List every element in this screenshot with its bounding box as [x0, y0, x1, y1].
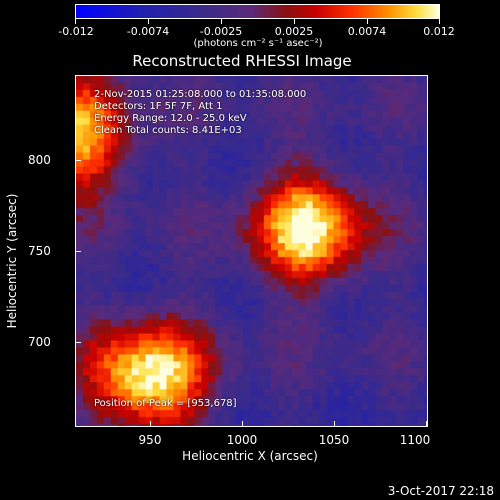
colorbar-label: 0.012 — [423, 25, 455, 38]
heatmap-image — [76, 76, 427, 426]
image-plot[interactable]: 2-Nov-2015 01:25:08.000 to 01:35:08.000 … — [75, 75, 428, 427]
y-tick — [75, 251, 81, 252]
plot-title: Reconstructed RHESSI Image — [132, 52, 352, 70]
colorbar-label: -0.0074 — [126, 25, 170, 38]
x-tick — [334, 421, 335, 427]
y-tick-label: 750 — [28, 244, 51, 258]
y-tick — [75, 160, 81, 161]
x-tick-label: 1050 — [318, 433, 350, 447]
y-tick — [75, 342, 81, 343]
y-axis-label: Heliocentric Y (arcsec) — [5, 194, 19, 329]
colorbar-label: -0.012 — [58, 25, 94, 38]
colorbar-tick — [294, 19, 295, 24]
x-tick-label: 1000 — [226, 433, 258, 447]
date-stamp: 3-Oct-2017 22:18 — [387, 484, 494, 498]
y-tick-label: 700 — [28, 335, 51, 349]
detectors-label: Detectors: 1F 5F 7F, Att 1 — [94, 101, 223, 112]
x-tick — [150, 421, 151, 427]
colorbar-label: 0.0074 — [347, 25, 387, 38]
colorbar-tick — [367, 19, 368, 24]
colorbar — [75, 4, 440, 19]
colorbar-units: (photons cm⁻² s⁻¹ asec⁻²) — [193, 38, 323, 49]
colorbar-tick — [148, 19, 149, 24]
colorbar-tick — [75, 19, 76, 24]
peak-position: Position of Peak = [953,678] — [94, 398, 237, 409]
colorbar-tick — [439, 19, 440, 24]
y-tick-label: 800 — [28, 153, 51, 167]
y-axis-label-text: Heliocentric Y (arcsec) — [5, 193, 19, 329]
colorbar-tick — [221, 19, 222, 24]
clean-counts: Clean Total counts: 8.41E+03 — [94, 125, 242, 136]
x-tick — [242, 421, 243, 427]
x-tick-label: 950 — [138, 433, 162, 447]
x-tick — [426, 421, 427, 427]
colorbar-label: 0.0025 — [274, 25, 314, 38]
x-tick-label: 1100 — [399, 433, 431, 447]
x-axis-label: Heliocentric X (arcsec) — [182, 449, 318, 463]
colorbar-label: -0.0025 — [199, 25, 243, 38]
time-range: 2-Nov-2015 01:25:08.000 to 01:35:08.000 — [94, 89, 307, 100]
energy-range: Energy Range: 12.0 - 25.0 keV — [94, 113, 247, 124]
